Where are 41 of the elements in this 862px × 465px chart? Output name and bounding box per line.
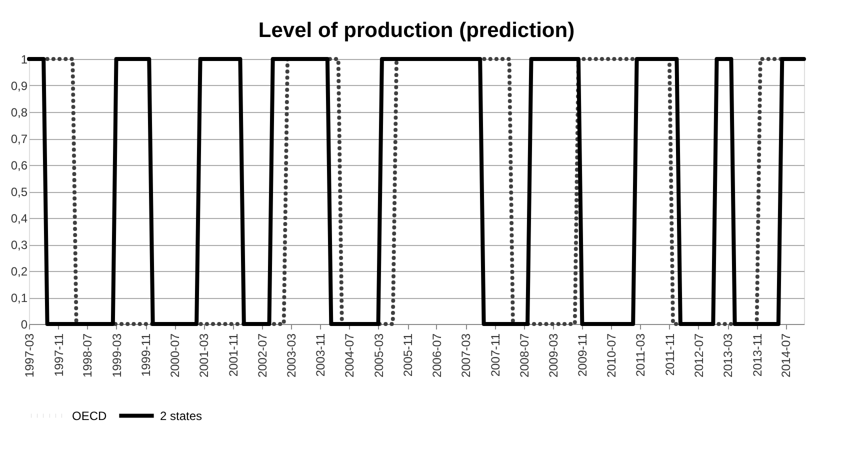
- x-tick-label: 2008-07: [517, 333, 532, 378]
- chart-title: Level of production (prediction): [258, 19, 575, 42]
- x-tick-label: 2001-03: [197, 333, 212, 378]
- x-tick-label: 2013-11: [750, 333, 764, 377]
- x-tick-label: 2012-07: [692, 333, 706, 378]
- y-tick-label: 0,4: [10, 212, 28, 226]
- x-tick-label: 2010-07: [604, 333, 619, 378]
- x-tick-label: 2014-07: [779, 333, 794, 378]
- y-tick-label: 0,3: [10, 238, 28, 252]
- x-tick-label: 2001-11: [226, 333, 240, 377]
- x-tick-label: 2011-11: [662, 333, 677, 376]
- x-tick-label: 2011-03: [634, 333, 648, 377]
- y-tick-label: 0,2: [10, 264, 28, 278]
- x-tick-label: 2009-11: [576, 333, 590, 377]
- x-tick-label: 1997-11: [52, 333, 66, 377]
- y-tick-label: 0,8: [10, 106, 28, 120]
- x-tick-label: 2009-03: [546, 333, 560, 378]
- x-tick-label: 2005-03: [372, 333, 386, 378]
- x-tick-label: 2002-07: [255, 333, 270, 378]
- x-tick-label: 2006-07: [430, 333, 444, 378]
- y-tick-label: 0,7: [10, 132, 28, 146]
- x-tick-label: 2004-07: [342, 333, 357, 378]
- x-tick-label: 2003-03: [284, 333, 298, 378]
- x-tick-label: 2003-11: [314, 333, 328, 377]
- x-tick-label: 1997-03: [22, 333, 36, 378]
- y-tick-label: 0,6: [10, 158, 28, 172]
- y-tick-label: 0,5: [10, 185, 28, 199]
- legend-label: OECD: [72, 408, 108, 423]
- x-tick-label: 2000-07: [168, 333, 182, 378]
- x-tick-label: 2007-11: [488, 333, 502, 377]
- x-tick-label: 1998-07: [80, 333, 95, 378]
- y-tick-label: 0: [20, 318, 28, 332]
- legend-label: 2 states: [160, 408, 202, 423]
- x-tick-label: 1999-11: [139, 333, 154, 377]
- y-tick-label: 1: [20, 52, 28, 66]
- y-tick-label: 0,1: [10, 291, 28, 305]
- y-tick-label: 0,9: [10, 79, 28, 93]
- x-tick-label: 2005-11: [401, 333, 416, 377]
- x-tick-label: 1999-03: [110, 333, 124, 378]
- x-tick-label: 2013-03: [721, 333, 736, 378]
- x-tick-label: 2007-03: [459, 333, 474, 378]
